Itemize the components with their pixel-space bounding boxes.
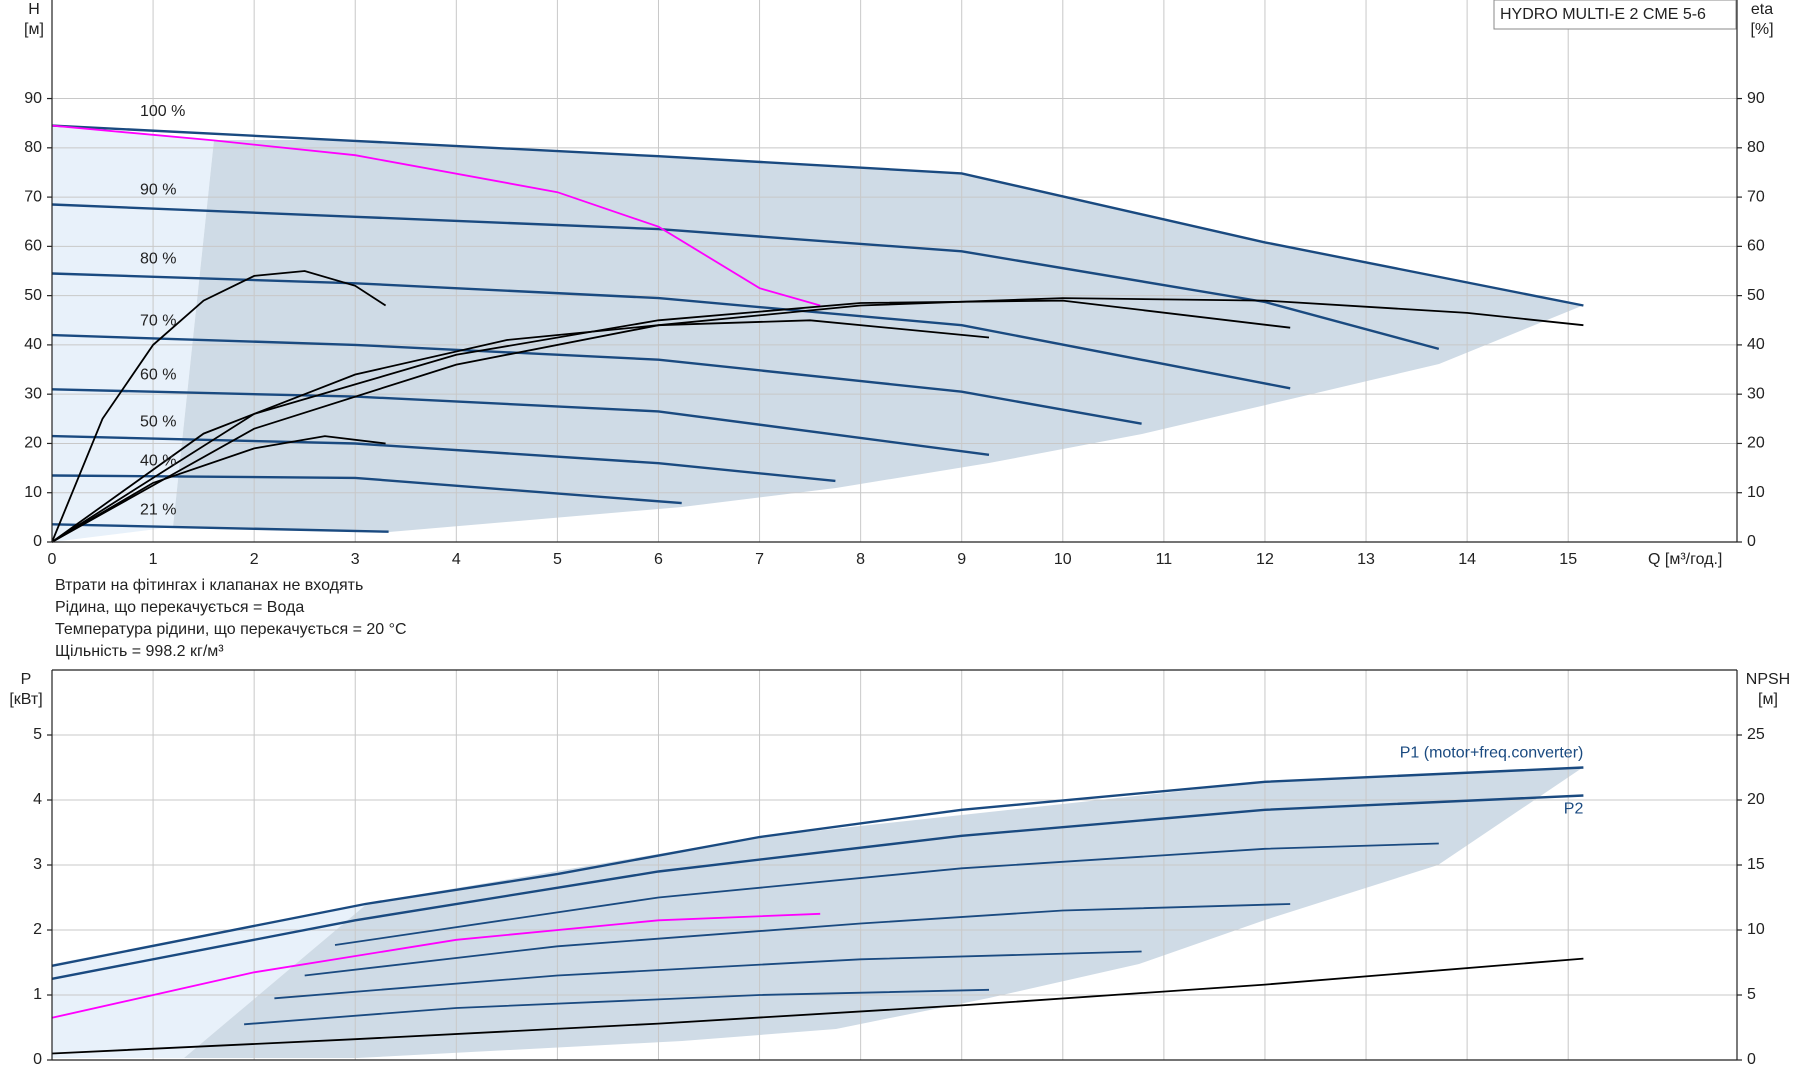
x-tick-label: 6 bbox=[654, 551, 663, 568]
y2-tick-label: 0 bbox=[1747, 1051, 1756, 1068]
y-tick-label: 0 bbox=[33, 1051, 42, 1068]
curve bbox=[51, 124, 1584, 307]
y-tick-label: 2 bbox=[33, 921, 42, 938]
curve-label: P2 bbox=[1564, 801, 1584, 818]
curve bbox=[51, 434, 836, 483]
curve bbox=[51, 435, 386, 543]
y2-axis-label: [%] bbox=[1750, 21, 1773, 38]
curve-label: 90 % bbox=[140, 182, 176, 199]
x-tick-label: 1 bbox=[149, 551, 158, 568]
curve bbox=[244, 988, 990, 1026]
curve bbox=[51, 333, 1142, 425]
curve bbox=[51, 957, 1584, 1055]
y2-tick-label: 15 bbox=[1747, 856, 1765, 873]
y-tick-label: 10 bbox=[24, 484, 42, 501]
x-tick-label: 9 bbox=[957, 551, 966, 568]
y-tick-label: 60 bbox=[24, 238, 42, 255]
y-tick-label: 50 bbox=[24, 287, 42, 304]
y-axis-label: P bbox=[21, 671, 32, 688]
y-axis-label: [кВт] bbox=[9, 691, 42, 708]
y-tick-label: 90 bbox=[24, 90, 42, 107]
x-tick-label: 7 bbox=[755, 551, 764, 568]
curve bbox=[51, 388, 990, 456]
note: Рідина, що перекачується = Вода bbox=[55, 599, 304, 616]
x-tick-label: 13 bbox=[1357, 551, 1375, 568]
y2-axis-label: [м] bbox=[1758, 691, 1778, 708]
note: Щільність = 998.2 кг/м³ bbox=[55, 643, 224, 660]
x-tick-label: 4 bbox=[452, 551, 461, 568]
curve bbox=[51, 124, 821, 307]
curve bbox=[51, 794, 1584, 980]
y-tick-label: 20 bbox=[24, 435, 42, 452]
y2-tick-label: 5 bbox=[1747, 986, 1756, 1003]
curve bbox=[51, 523, 389, 533]
y2-tick-label: 0 bbox=[1747, 533, 1756, 550]
curve-label: 21 % bbox=[140, 501, 176, 518]
y2-tick-label: 50 bbox=[1747, 287, 1765, 304]
x-tick-label: 2 bbox=[250, 551, 259, 568]
curve-label: P1 (motor+freq.converter) bbox=[1400, 745, 1584, 762]
x-tick-label: 0 bbox=[48, 551, 57, 568]
curve bbox=[51, 319, 990, 543]
title-box bbox=[1493, 0, 1737, 30]
curve-label: 40 % bbox=[140, 453, 176, 470]
x-tick-label: 5 bbox=[553, 551, 562, 568]
operating-area bbox=[184, 768, 1582, 1058]
y2-tick-label: 30 bbox=[1747, 385, 1765, 402]
y-tick-label: 30 bbox=[24, 385, 42, 402]
y2-tick-label: 25 bbox=[1747, 726, 1765, 743]
x-tick-label: 14 bbox=[1458, 551, 1476, 568]
y2-tick-label: 20 bbox=[1747, 791, 1765, 808]
curve-label: 80 % bbox=[140, 251, 176, 268]
y2-tick-label: 20 bbox=[1747, 435, 1765, 452]
curve-label: 100 % bbox=[140, 103, 185, 120]
y2-tick-label: 70 bbox=[1747, 188, 1765, 205]
y-tick-label: 80 bbox=[24, 139, 42, 156]
y-axis-label: [м] bbox=[24, 21, 44, 38]
x-tick-label: 15 bbox=[1559, 551, 1577, 568]
curve bbox=[51, 766, 1584, 967]
y2-tick-label: 90 bbox=[1747, 90, 1765, 107]
y-tick-label: 40 bbox=[24, 336, 42, 353]
y-tick-label: 1 bbox=[33, 986, 42, 1003]
y2-tick-label: 80 bbox=[1747, 139, 1765, 156]
curve bbox=[334, 842, 1439, 946]
x-tick-label: 12 bbox=[1256, 551, 1274, 568]
y2-tick-label: 10 bbox=[1747, 484, 1765, 501]
curve bbox=[51, 272, 1291, 390]
note: Температура рідини, що перекачується = 2… bbox=[55, 621, 407, 638]
curve-label: 50 % bbox=[140, 413, 176, 430]
y-tick-label: 4 bbox=[33, 791, 42, 808]
y-tick-label: 0 bbox=[33, 533, 42, 550]
x-tick-label: 8 bbox=[856, 551, 865, 568]
light-area bbox=[52, 903, 368, 1058]
operating-area bbox=[173, 140, 1584, 532]
curve bbox=[274, 950, 1142, 1000]
curve bbox=[51, 474, 682, 505]
curve-label: 60 % bbox=[140, 366, 176, 383]
y2-tick-label: 40 bbox=[1747, 336, 1765, 353]
x-tick-label: 11 bbox=[1156, 551, 1173, 568]
curve bbox=[51, 203, 1440, 351]
y2-tick-label: 10 bbox=[1747, 921, 1765, 938]
y2-axis-label: NPSH bbox=[1746, 671, 1790, 688]
x-tick-label: 3 bbox=[351, 551, 360, 568]
curve-label: 70 % bbox=[140, 312, 176, 329]
curve bbox=[304, 903, 1291, 977]
y-tick-label: 70 bbox=[24, 188, 42, 205]
curve bbox=[51, 270, 387, 543]
curve bbox=[51, 297, 1584, 543]
y-axis-label: H bbox=[28, 1, 40, 18]
y-tick-label: 5 bbox=[33, 726, 42, 743]
curve bbox=[51, 912, 821, 1019]
chart-title: HYDRO MULTI-E 2 CME 5-6 bbox=[1500, 6, 1706, 23]
x-tick-label: 10 bbox=[1054, 551, 1072, 568]
y-tick-label: 3 bbox=[33, 856, 42, 873]
y2-tick-label: 60 bbox=[1747, 238, 1765, 255]
note: Втрати на фітингах і клапанах не входять bbox=[55, 577, 363, 594]
x-axis-label: Q [м³/год.] bbox=[1648, 551, 1722, 568]
y2-axis-label: eta bbox=[1751, 1, 1773, 18]
